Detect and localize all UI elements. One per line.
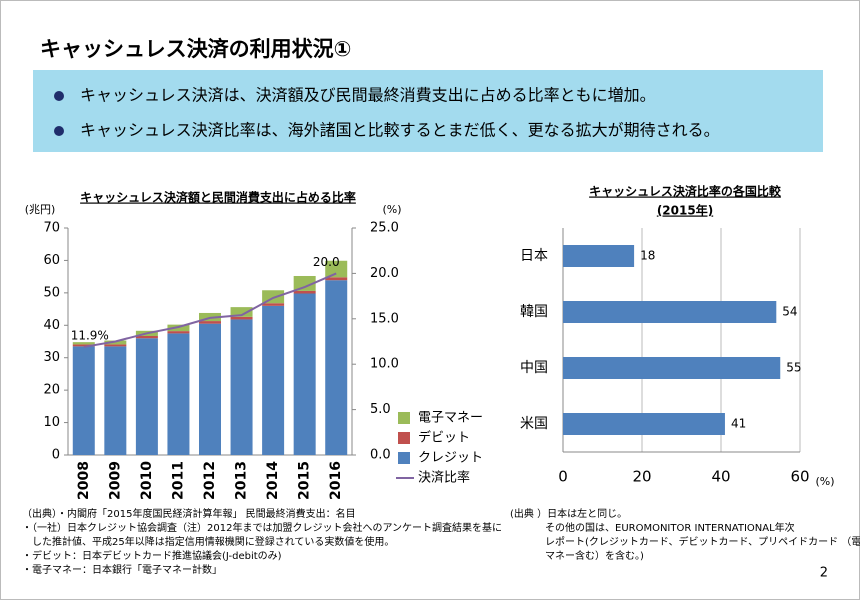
x-tick-label: 2016 (328, 461, 344, 500)
legend-swatch (398, 452, 410, 464)
bullet-text: キャッシュレス決済比率は、海外諸国と比較するとまだ低く、更なる拡大が期待される。 (80, 121, 720, 140)
bar-segment (325, 260, 348, 278)
bar-segment (293, 290, 316, 294)
legend-label: デビット (418, 430, 470, 446)
x-tick-label: 40 (711, 468, 730, 486)
data-label: 41 (731, 417, 746, 431)
bar (563, 413, 725, 435)
bar-segment (135, 338, 158, 455)
y-tick-label: 韓国 (520, 304, 548, 320)
y-tick-label: 米国 (520, 416, 548, 432)
bar-segment (262, 305, 285, 455)
bullet-dot (54, 91, 64, 101)
bar-segment (325, 280, 348, 455)
note-text: ・デビット：日本デビットカード推進協議会(J-debitのみ) (22, 549, 282, 562)
legend-swatch (398, 432, 410, 444)
y2-tick-label: 20.0 (370, 266, 399, 281)
x-tick-label: 2013 (234, 461, 250, 500)
x-tick-label: 2014 (265, 461, 281, 500)
note-text: した推計値、平成25年以降は指定信用情報機関に登録されている実数値を使用。 (22, 535, 394, 548)
y-tick-label: 10 (43, 415, 60, 430)
y2-tick-label: 0.0 (370, 448, 391, 463)
bar-segment (230, 307, 253, 317)
x-tick-label: 20 (632, 468, 651, 486)
note-text: マネー含む）を含む。) (545, 549, 644, 562)
bar-segment (135, 335, 158, 339)
ratio-line (83, 272, 337, 348)
x-tick-label: 2012 (202, 461, 218, 500)
bullet-text: キャッシュレス決済は、決済額及び民間最終消費支出に占める比率ともに増加。 (80, 86, 656, 105)
y-tick-label: 40 (43, 318, 60, 333)
bullet-dot (54, 126, 64, 136)
bar-segment (293, 293, 316, 455)
x-tick-label: 2015 (297, 461, 313, 500)
note-text: ・（一社）日本クレジット協会調査（注）2012年までは加盟クレジット会社へのアン… (22, 521, 502, 534)
bar-segment (199, 321, 221, 324)
y-tick-label: 日本 (520, 248, 548, 264)
y2-tick-label: 15.0 (370, 311, 399, 326)
bar (563, 357, 781, 379)
y2-tick-label: 10.0 (370, 357, 399, 372)
bar-segment (104, 344, 127, 347)
y-tick-label: 中国 (520, 360, 548, 376)
y-tick-label: 0 (52, 448, 60, 463)
x-tick-label: 2008 (76, 461, 92, 500)
bar (563, 245, 635, 267)
data-label: 20.0 (313, 255, 340, 269)
data-label: 55 (786, 361, 801, 375)
bar-segment (167, 333, 190, 455)
x-tick-label: 2009 (107, 461, 123, 500)
note-text: ・電子マネー：日本銀行「電子マネー計数」 (22, 563, 222, 576)
note-text: レポート(クレジットカード、デビットカード、プリペイドカード （電子 (545, 535, 860, 548)
y-tick-label: 30 (43, 350, 60, 365)
y2-tick-label: 25.0 (370, 221, 399, 236)
y-tick-label: 20 (43, 383, 60, 398)
chart-title: キャッシュレス決済比率の各国比較 (589, 184, 782, 199)
y2-tick-label: 5.0 (370, 402, 391, 417)
bar-segment (72, 346, 95, 455)
y-tick-label: 50 (43, 285, 60, 300)
bar-segment (72, 342, 95, 345)
bar-segment (167, 331, 190, 334)
note-text: その他の国は、EUROMONITOR INTERNATIONAL年次 (545, 521, 795, 534)
data-label: 54 (782, 305, 797, 319)
note-text: （出典）・内閣府「2015年度国民経済計算年報」 民間最終消費支出：名目 (22, 507, 356, 520)
data-label: 18 (640, 249, 655, 263)
bar-segment (199, 323, 221, 455)
bar-segment (230, 316, 253, 320)
bar-segment (230, 319, 253, 455)
note-text: (出典 ）日本は左と同じ。 (510, 507, 627, 520)
bar-segment (293, 275, 316, 291)
x-tick-label: 0 (558, 468, 568, 486)
legend-label: 決済比率 (418, 470, 470, 486)
x-tick-label: 2010 (139, 461, 155, 500)
chart-subtitle: (2015年) (657, 203, 713, 218)
x-tick-label: 2011 (170, 461, 186, 500)
page-title: キャッシュレス決済の利用状況① (40, 37, 351, 61)
x-tick-label: 60 (790, 468, 809, 486)
legend-label: クレジット (418, 451, 483, 466)
summary-band (33, 70, 823, 152)
legend-label: 電子マネー (418, 411, 483, 426)
y-tick-label: 70 (43, 221, 60, 236)
bar-segment (262, 303, 285, 306)
bar (563, 301, 777, 323)
bar-segment (72, 344, 95, 347)
x-axis-label: (%) (815, 475, 834, 488)
legend-swatch (398, 412, 410, 424)
y-axis-label: (兆円) (25, 203, 56, 216)
page-number: 2 (820, 566, 828, 581)
bar-segment (325, 277, 348, 281)
y2-axis-label: (%) (382, 203, 401, 216)
chart-title: キャッシュレス決済額と民間消費支出に占める比率 (80, 190, 356, 205)
bar-segment (104, 346, 127, 455)
y-tick-label: 60 (43, 253, 60, 268)
data-label: 11.9% (71, 328, 109, 342)
